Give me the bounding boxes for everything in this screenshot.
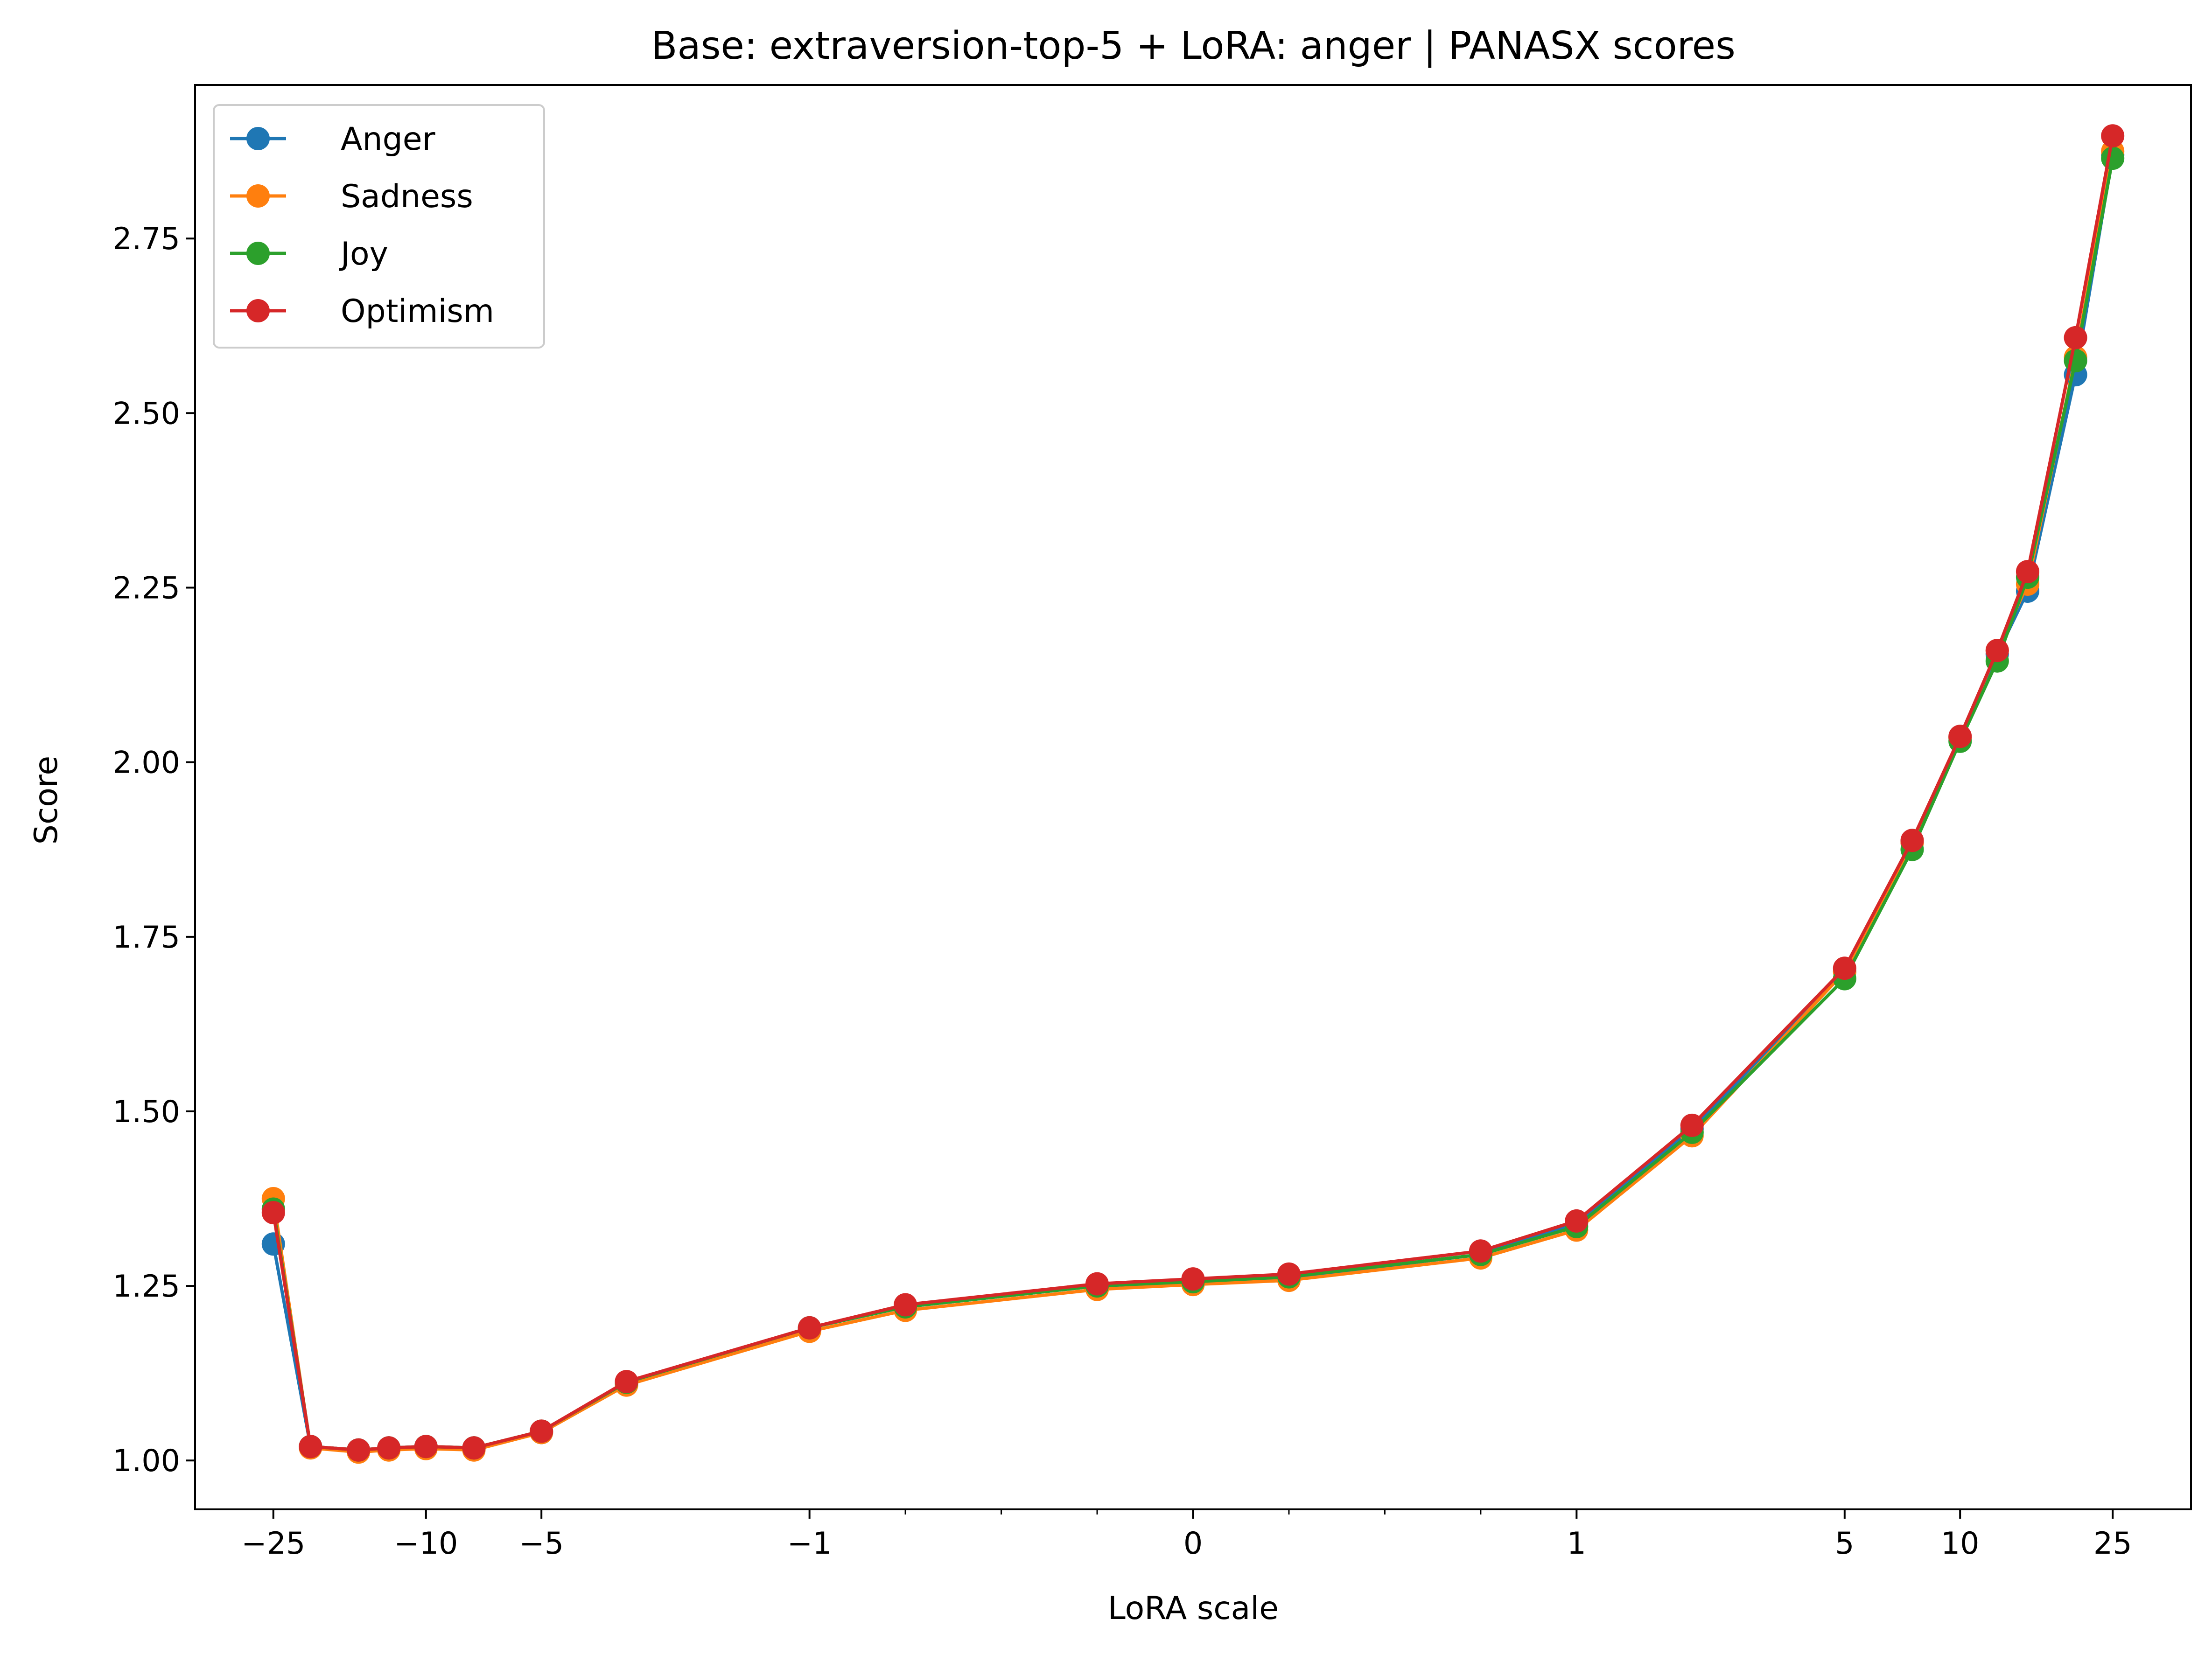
- data-point-optimism: [798, 1316, 821, 1340]
- data-point-optimism: [2016, 560, 2039, 584]
- plot-area: [261, 124, 2125, 1464]
- legend: Anger Sadness Joy Optimism: [213, 104, 545, 349]
- data-point-joy: [2101, 147, 2125, 170]
- data-point-optimism: [414, 1435, 438, 1459]
- data-point-optimism: [1181, 1267, 1205, 1291]
- legend-label-joy: Joy: [339, 236, 388, 272]
- legend-marker-optimism: [246, 299, 270, 322]
- x-tick-label: −1: [787, 1526, 832, 1561]
- x-tick-label: 5: [1835, 1526, 1854, 1561]
- series-line-anger: [272, 154, 2114, 1452]
- data-point-optimism: [2064, 326, 2087, 349]
- series-line-optimism: [272, 135, 2114, 1452]
- data-point-optimism: [894, 1293, 917, 1317]
- data-point-optimism: [261, 1201, 285, 1224]
- legend-label-anger: Anger: [341, 121, 435, 158]
- legend-label-optimism: Optimism: [341, 293, 494, 330]
- data-point-optimism: [1900, 829, 1924, 852]
- data-point-optimism: [1277, 1262, 1301, 1286]
- data-point-optimism: [2101, 124, 2125, 148]
- legend-marker-anger: [246, 127, 270, 150]
- y-tick-label: 1.25: [112, 1269, 180, 1304]
- data-point-optimism: [347, 1438, 371, 1462]
- data-point-optimism: [615, 1370, 638, 1394]
- x-axis-label: LoRA scale: [1108, 1590, 1279, 1627]
- legend-marker-joy: [246, 242, 270, 265]
- legend-label-sadness: Sadness: [341, 178, 473, 215]
- legend-box: [213, 104, 545, 349]
- y-tick-label: 2.50: [112, 396, 180, 431]
- axes: −25 −10 −5 −1 0 1 5 10 251.001.251.501.752.002.2…: [112, 84, 2192, 1561]
- data-point-optimism: [377, 1436, 401, 1460]
- x-tick-label: 0: [1183, 1526, 1203, 1561]
- data-point-optimism: [1680, 1113, 1704, 1137]
- data-point-optimism: [299, 1435, 322, 1459]
- x-tick-label: −25: [241, 1526, 305, 1561]
- data-point-optimism: [462, 1436, 486, 1460]
- data-point-optimism: [530, 1419, 553, 1443]
- series-line-joy: [272, 158, 2114, 1452]
- x-tick-label: 10: [1941, 1526, 1980, 1561]
- data-point-joy: [2064, 349, 2087, 373]
- x-tick-label: −10: [394, 1526, 458, 1561]
- y-tick-label: 1.00: [112, 1444, 180, 1479]
- y-tick-label: 2.00: [112, 746, 180, 781]
- data-point-optimism: [1565, 1209, 1589, 1233]
- y-tick-label: 1.75: [112, 920, 180, 955]
- y-tick-label: 2.75: [112, 222, 180, 257]
- x-tick-label: 1: [1567, 1526, 1586, 1561]
- x-tick-label: 25: [2093, 1526, 2132, 1561]
- x-tick-label: −5: [519, 1526, 564, 1561]
- data-point-optimism: [1948, 725, 1972, 748]
- series-line-sadness: [272, 151, 2114, 1454]
- data-point-optimism: [1985, 639, 2009, 663]
- data-point-optimism: [1085, 1272, 1109, 1296]
- y-axis-label: Score: [28, 756, 65, 844]
- y-tick-label: 2.25: [112, 571, 180, 606]
- y-tick-label: 1.50: [112, 1095, 180, 1130]
- legend-marker-sadness: [246, 184, 270, 208]
- data-point-optimism: [1469, 1239, 1492, 1263]
- chart-title: Base: extraversion-top-5 + LoRA: anger |…: [651, 24, 1736, 68]
- data-point-optimism: [1833, 956, 1856, 980]
